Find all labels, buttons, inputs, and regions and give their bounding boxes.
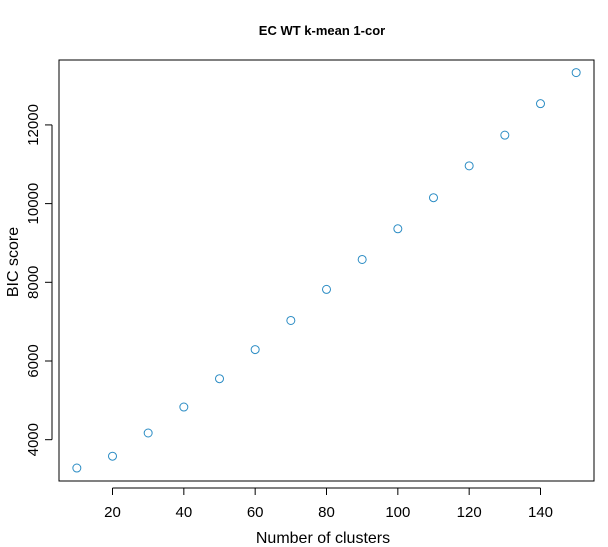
y-tick-label: 6000 <box>25 344 42 377</box>
data-points <box>72 68 581 473</box>
data-point <box>571 68 581 78</box>
y-axis-label: BIC score <box>5 227 22 297</box>
x-tick-label: 80 <box>318 504 335 521</box>
data-point <box>108 451 117 461</box>
x-axis: 20 40 60 80 100 120 140 <box>104 487 553 521</box>
chart-title: EC WT k-mean 1-cor <box>259 23 385 38</box>
data-point <box>286 315 296 325</box>
x-tick-label: 140 <box>528 504 553 521</box>
x-tick-label: 120 <box>457 504 482 521</box>
data-point <box>464 161 474 171</box>
data-point <box>72 463 82 473</box>
data-point <box>357 254 367 264</box>
x-tick-label: 40 <box>175 504 192 521</box>
y-tick-label: 12000 <box>25 104 42 146</box>
data-point <box>250 345 260 355</box>
data-point <box>393 224 403 234</box>
data-point <box>500 130 510 140</box>
plot-frame <box>58 59 595 482</box>
data-point <box>429 193 438 203</box>
y-axis: 4000 6000 8000 10000 12000 <box>25 104 53 456</box>
data-point <box>179 402 189 412</box>
data-point <box>215 374 224 384</box>
y-tick-label: 8000 <box>25 266 42 299</box>
x-tick-label: 60 <box>247 504 264 521</box>
data-point <box>322 284 331 294</box>
x-tick-label: 20 <box>104 504 121 521</box>
x-axis-label: Number of clusters <box>256 530 390 547</box>
x-tick-label: 100 <box>385 504 410 521</box>
y-tick-label: 10000 <box>25 183 42 225</box>
data-point <box>143 428 153 438</box>
data-point <box>536 99 545 109</box>
y-tick-label: 4000 <box>25 423 42 456</box>
